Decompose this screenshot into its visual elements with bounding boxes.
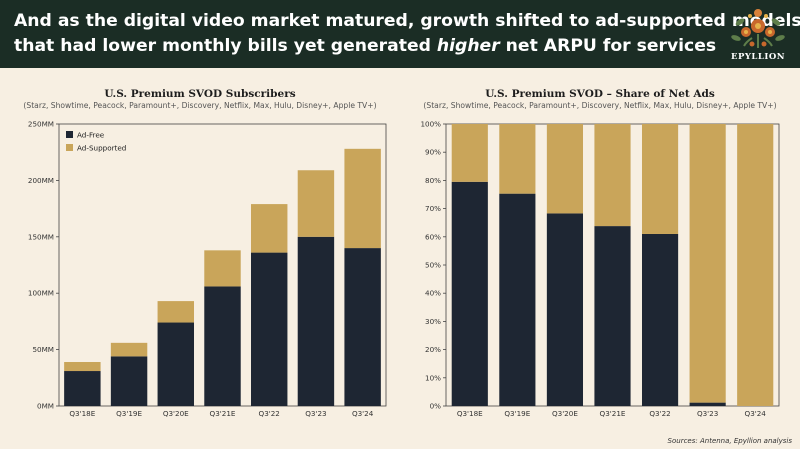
- y-tick-label: 20%: [425, 345, 441, 354]
- source-note: Sources: Antenna, Epyllion analysis: [667, 437, 792, 445]
- chart-2-title: U.S. Premium SVOD – Share of Net Ads: [485, 88, 715, 100]
- y-tick-label: 150MM: [28, 232, 54, 241]
- bar-segment-ad-free: [499, 193, 536, 406]
- bar-segment-ad-supported: [250, 204, 288, 253]
- x-tick-label: Q3'22: [259, 409, 280, 418]
- bar-segment-ad-free: [451, 181, 488, 406]
- y-tick-label: 200MM: [28, 176, 54, 185]
- bar-segment-ad-supported: [297, 170, 335, 237]
- x-tick-label: Q3'19E: [504, 409, 530, 418]
- headline-line-2: that had lower monthly bills yet generat…: [14, 34, 717, 59]
- y-tick-label: 100MM: [28, 289, 54, 298]
- y-tick-label: 90%: [425, 148, 441, 157]
- x-tick-label: Q3'22: [649, 409, 670, 418]
- bar-segment-ad-free: [344, 248, 381, 406]
- chart-1-title: U.S. Premium SVOD Subscribers: [104, 88, 296, 100]
- y-tick-label: 50MM: [32, 345, 54, 354]
- bar-segment-ad-supported: [64, 362, 101, 372]
- x-tick-label: Q3'21E: [600, 409, 626, 418]
- legend-label: Ad-Free: [77, 131, 105, 140]
- headline-emphasis: higher: [436, 36, 500, 56]
- headline-line-1: And as the digital video market matured,…: [14, 11, 800, 31]
- subscribers-chart: 0MM 50MM 100MM 150MM 200MM 250MM Q3'18E Q3'19E Q…: [28, 120, 387, 418]
- bar-segment-ad-free: [689, 402, 726, 406]
- y-tick-label: 30%: [425, 317, 441, 326]
- bar-segment-ad-supported: [641, 124, 679, 234]
- bar-segment-ad-free: [157, 322, 195, 406]
- headline: And as the digital video market matured,…: [14, 9, 800, 59]
- bar-segment-ad-supported: [499, 124, 536, 194]
- y-tick-label: 40%: [425, 289, 441, 298]
- legend-swatch: [66, 131, 73, 138]
- bar-segment-ad-supported: [451, 124, 488, 182]
- floral-emblem-icon: [731, 9, 785, 48]
- chart-1-subtitle: (Starz, Showtime, Peacock, Paramount+, D…: [23, 101, 377, 110]
- legend-label: Ad-Supported: [77, 144, 126, 153]
- y-tick-label: 100%: [420, 120, 441, 129]
- bar-segment-ad-free: [297, 236, 335, 406]
- brand-name: EPYLLION: [730, 52, 786, 62]
- bar-segment-ad-free: [64, 371, 101, 406]
- bar-segment-ad-free: [546, 213, 584, 406]
- x-tick-label: Q3'19E: [116, 409, 142, 418]
- bar-segment-ad-free: [594, 226, 631, 406]
- x-tick-label: Q3'23: [697, 409, 718, 418]
- x-tick-label: Q3'24: [745, 409, 767, 418]
- bar-segment-ad-supported: [110, 342, 148, 357]
- y-tick-label: 0MM: [37, 402, 54, 411]
- x-tick-label: Q3'20E: [552, 409, 578, 418]
- y-tick-label: 250MM: [28, 120, 54, 129]
- headline-line-2-end: net ARPU for services: [499, 36, 717, 56]
- y-tick-label: 60%: [425, 232, 441, 241]
- bar-segment-ad-supported: [689, 124, 726, 403]
- y-tick-label: 0%: [430, 402, 442, 411]
- bar-segment-ad-supported: [594, 124, 631, 227]
- x-tick-label: Q3'18E: [457, 409, 483, 418]
- x-tick-label: Q3'23: [305, 409, 326, 418]
- share-of-net-ads-chart: 0% 10% 20% 30% 40% 50% 60% 70% 80% 90% 100% Q3'18E Q…: [420, 120, 780, 418]
- x-tick-label: Q3'21E: [210, 409, 236, 418]
- y-tick-label: 10%: [425, 373, 441, 382]
- bar-segment-ad-free: [110, 356, 148, 406]
- bar-segment-ad-free: [204, 286, 241, 406]
- bar-segment-ad-supported: [344, 148, 381, 249]
- x-tick-label: Q3'24: [352, 409, 374, 418]
- bar-segment-ad-supported: [737, 124, 774, 406]
- bar-segment-ad-supported: [204, 250, 241, 287]
- y-tick-label: 70%: [425, 204, 441, 213]
- header-banner: And as the digital video market matured,…: [0, 0, 800, 68]
- y-tick-label: 50%: [425, 261, 441, 270]
- bar-segment-ad-free: [641, 233, 679, 406]
- legend-swatch: [66, 144, 73, 151]
- chart-2-subtitle: (Starz, Showtime, Peacock, Paramount+, D…: [423, 101, 777, 110]
- headline-line-2-start: that had lower monthly bills yet generat…: [14, 36, 437, 56]
- bar-segment-ad-free: [250, 252, 288, 406]
- bar-segment-ad-supported: [546, 124, 584, 214]
- x-tick-label: Q3'18E: [69, 409, 95, 418]
- bar-segment-ad-supported: [157, 301, 195, 323]
- y-tick-label: 80%: [425, 176, 441, 185]
- x-tick-label: Q3'20E: [163, 409, 189, 418]
